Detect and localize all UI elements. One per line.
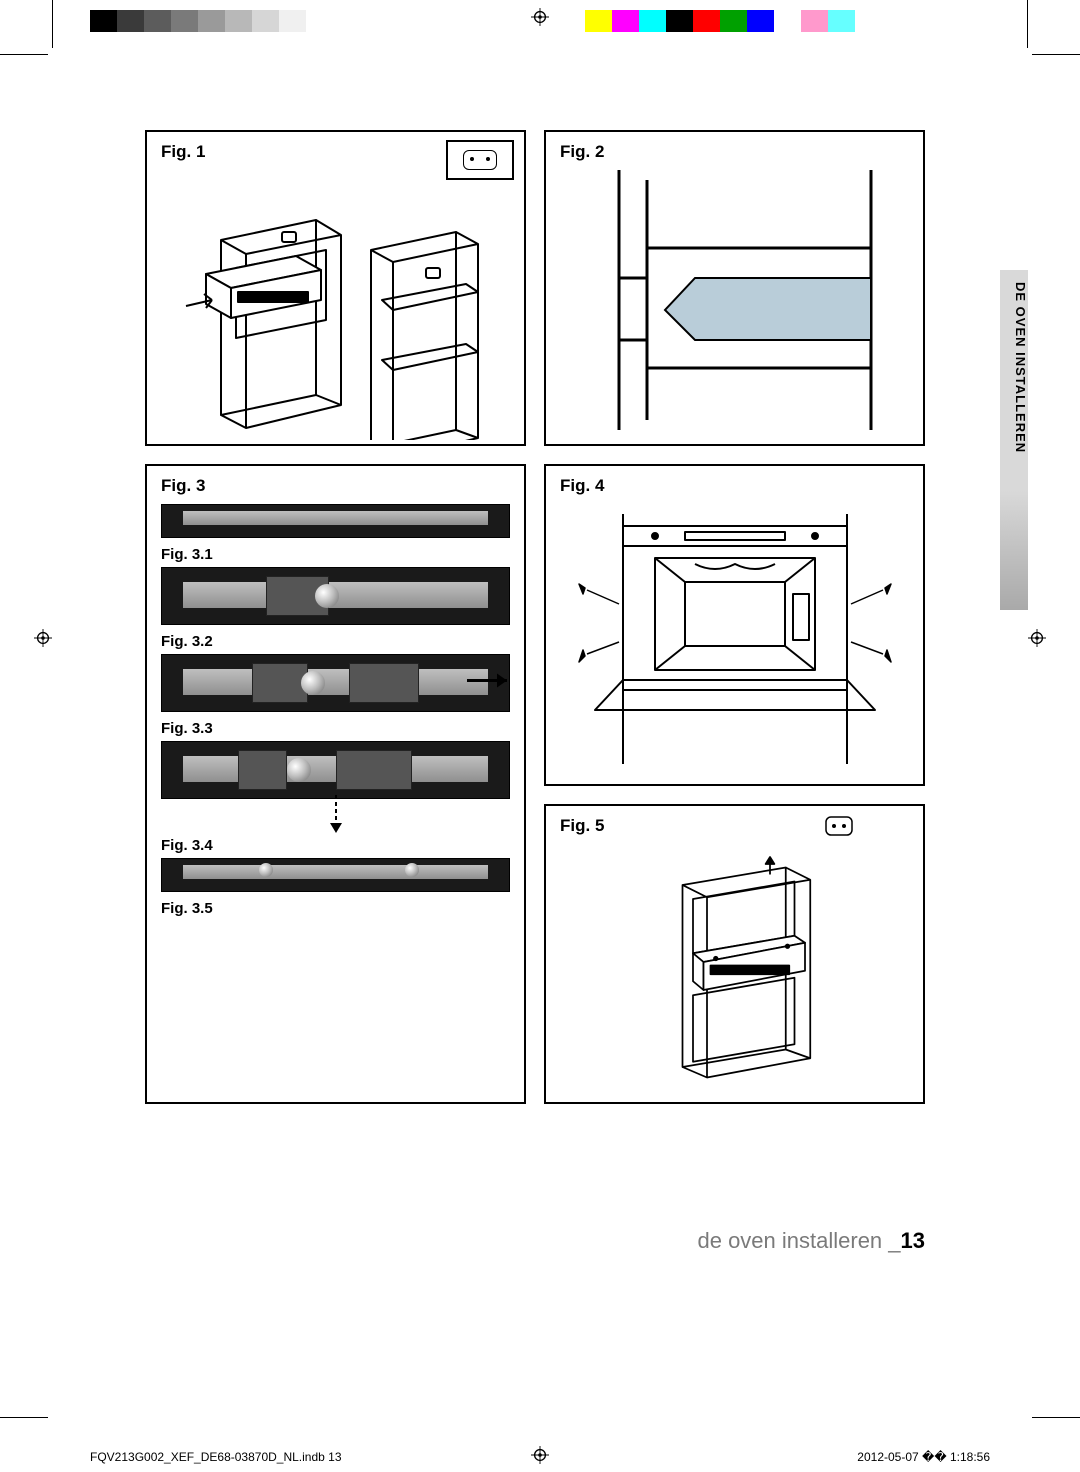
- page: DE OVEN INSTALLEREN Fig. 1: [0, 0, 1080, 1472]
- color-swatch: [639, 10, 666, 32]
- page-number: 13: [901, 1228, 925, 1253]
- crop-mark: [1032, 54, 1080, 55]
- registration-mark-icon: [1028, 629, 1046, 647]
- color-swatch: [90, 10, 117, 32]
- color-swatch: [828, 10, 855, 32]
- color-swatch: [801, 10, 828, 32]
- figure-sublabel: Fig. 3.2: [161, 633, 510, 650]
- figure-label: Fig. 4: [560, 476, 909, 496]
- figure-panel-3: Fig. 3 Fig. 3.1 Fig. 3.2: [145, 464, 526, 1104]
- color-swatch: [333, 10, 360, 32]
- power-socket-icon: [463, 150, 497, 170]
- right-column: Fig. 2: [544, 130, 925, 1104]
- crop-mark: [52, 0, 53, 48]
- color-swatch: [144, 10, 171, 32]
- fig32-photo: [161, 654, 510, 712]
- figure-label: Fig. 5: [560, 816, 909, 836]
- printer-colorbar-grayscale: [90, 10, 360, 32]
- crop-mark: [0, 54, 48, 55]
- arrow-right-icon: [465, 671, 510, 696]
- fig2-diagram: [560, 170, 909, 440]
- color-swatch: [198, 10, 225, 32]
- fig34-photo: [161, 858, 510, 892]
- color-swatch: [252, 10, 279, 32]
- color-swatch: [612, 10, 639, 32]
- power-socket-icon: [825, 816, 853, 841]
- fig33-photo: [161, 741, 510, 799]
- color-swatch: [585, 10, 612, 32]
- figure-panel-4: Fig. 4: [544, 464, 925, 786]
- fig1-inset-socket: [446, 140, 514, 180]
- content-area: Fig. 1: [145, 130, 925, 1104]
- figure-label: Fig. 3: [161, 476, 510, 496]
- figure-panel-2: Fig. 2: [544, 130, 925, 446]
- color-swatch: [855, 10, 882, 32]
- crop-mark: [0, 1417, 48, 1418]
- figure-label: Fig. 2: [560, 142, 909, 162]
- print-footer-file: FQV213G002_XEF_DE68-03870D_NL.indb 13: [90, 1450, 342, 1464]
- figure-panel-5: Fig. 5: [544, 804, 925, 1104]
- figure-sublabel: Fig. 3.3: [161, 720, 510, 737]
- fig5-diagram: [560, 844, 909, 1094]
- color-swatch: [666, 10, 693, 32]
- fig1-diagram: [161, 170, 510, 440]
- left-column: Fig. 1: [145, 130, 526, 1104]
- section-tab: DE OVEN INSTALLEREN: [1000, 270, 1028, 610]
- arrow-down-dashed-icon: [326, 793, 346, 842]
- registration-mark-icon: [34, 629, 52, 647]
- color-swatch: [774, 10, 801, 32]
- color-swatch: [117, 10, 144, 32]
- registration-mark-icon: [531, 8, 549, 26]
- fig31-photo: [161, 567, 510, 625]
- color-swatch: [279, 10, 306, 32]
- page-footer-text: de oven installeren _: [697, 1228, 900, 1253]
- crop-mark: [1027, 0, 1028, 48]
- color-swatch: [747, 10, 774, 32]
- registration-mark-icon: [531, 1446, 549, 1464]
- section-tab-label: DE OVEN INSTALLEREN: [1000, 282, 1028, 453]
- figure-sublabel: Fig. 3.5: [161, 900, 510, 917]
- figure-panel-1: Fig. 1: [145, 130, 526, 446]
- page-footer: de oven installeren _13: [145, 1228, 925, 1254]
- figure-sublabel: Fig. 3.1: [161, 546, 510, 563]
- color-swatch: [171, 10, 198, 32]
- color-swatch: [693, 10, 720, 32]
- color-swatch: [306, 10, 333, 32]
- crop-mark: [1032, 1417, 1080, 1418]
- fig3-photo-strip: [161, 504, 510, 538]
- print-footer-timestamp: 2012-05-07 �� 1:18:56: [857, 1450, 990, 1464]
- color-swatch: [720, 10, 747, 32]
- color-swatch: [225, 10, 252, 32]
- fig4-diagram: [560, 504, 909, 774]
- printer-colorbar-color: [585, 10, 885, 32]
